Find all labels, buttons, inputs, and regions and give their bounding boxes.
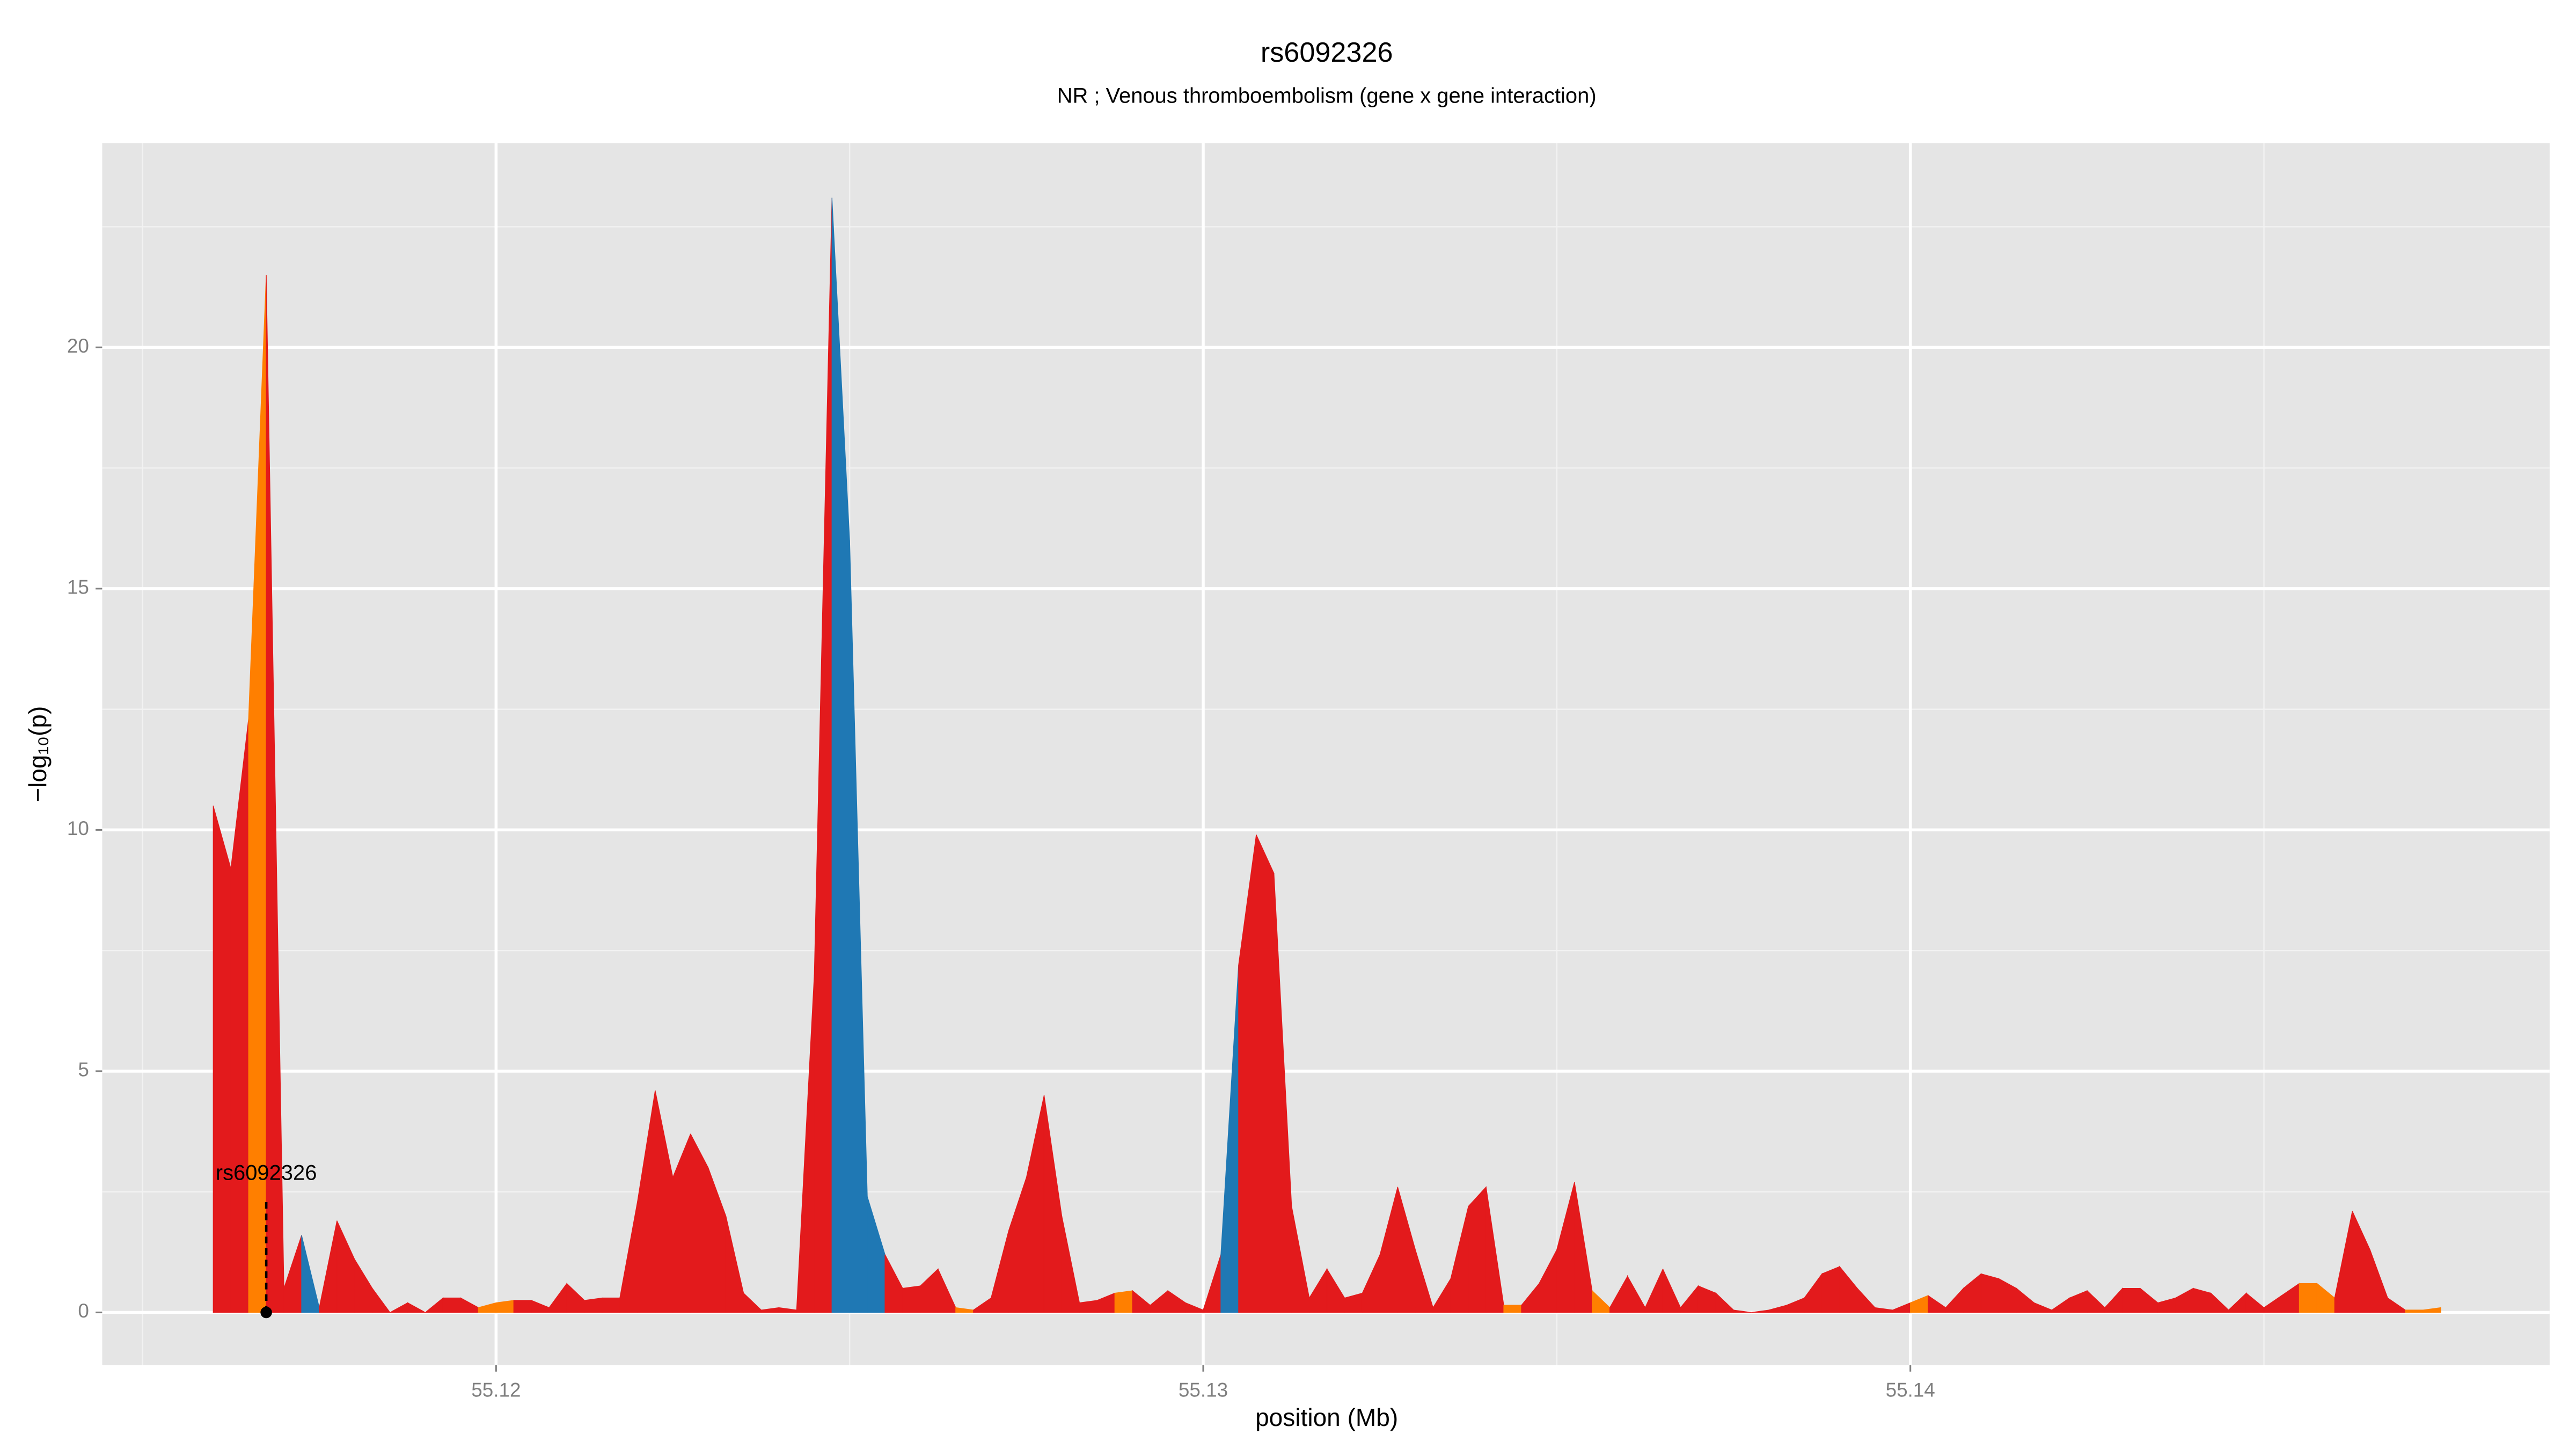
area-segment (513, 1300, 532, 1313)
area-segment (1821, 1266, 1840, 1313)
y-tick-label: 20 (67, 335, 89, 357)
plot-panel (102, 143, 2550, 1365)
y-tick-label: 10 (67, 817, 89, 839)
area-segment (442, 1297, 462, 1313)
y-axis-title: −log₁₀(p) (24, 706, 52, 802)
x-tick-label: 55.13 (1179, 1379, 1228, 1401)
area-segment (2405, 1309, 2424, 1313)
area-segment (213, 806, 231, 1313)
area-segment (1980, 1273, 2000, 1313)
chart-title: rs6092326 (1261, 37, 1393, 68)
area-segment (372, 1287, 391, 1313)
annotation-label: rs6092326 (216, 1161, 317, 1184)
x-axis-title: position (Mb) (1255, 1403, 1398, 1431)
area-segment (2423, 1307, 2441, 1313)
y-tick-label: 5 (78, 1059, 89, 1081)
area-segment (1079, 1300, 1097, 1313)
area-segment (1733, 1309, 1752, 1313)
area-segment (602, 1297, 620, 1313)
y-tick-label: 15 (67, 576, 89, 598)
y-tick-label: 0 (78, 1300, 89, 1322)
x-tick-label: 55.14 (1886, 1379, 1935, 1401)
annotation-point (260, 1306, 272, 1319)
x-tick-label: 55.12 (471, 1379, 521, 1401)
area-segment (1256, 835, 1275, 1313)
area-segment (495, 1300, 514, 1313)
area-segment (584, 1297, 603, 1313)
area-segment (2122, 1287, 2141, 1313)
area-segment (1503, 1305, 1522, 1313)
area-segment (1114, 1290, 1133, 1313)
area-segment (1468, 1186, 1487, 1313)
area-segment (407, 1302, 426, 1313)
chart-subtitle: NR ; Venous thromboembolism (gene x gene… (1057, 84, 1597, 108)
area-segment (2299, 1283, 2317, 1313)
area-segment (902, 1285, 921, 1313)
